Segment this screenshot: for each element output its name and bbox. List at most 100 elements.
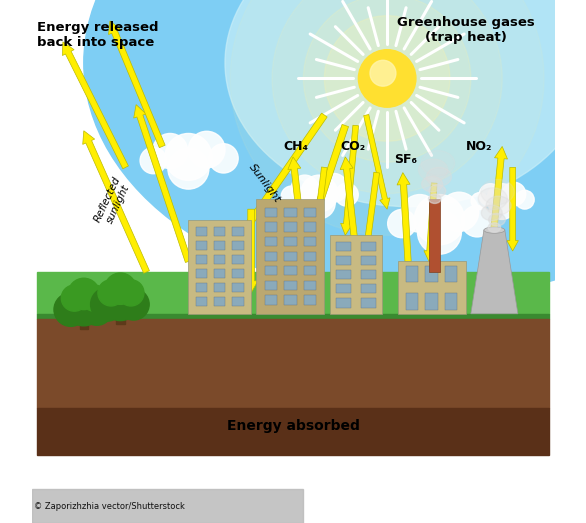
FancyArrow shape — [364, 115, 390, 209]
Circle shape — [68, 278, 100, 310]
Bar — [257, 199, 325, 314]
Circle shape — [471, 192, 488, 210]
Text: Sunlight: Sunlight — [247, 162, 282, 204]
Bar — [361, 285, 376, 293]
Bar — [80, 306, 88, 329]
Circle shape — [440, 192, 479, 231]
Bar — [32, 489, 304, 523]
Bar — [445, 266, 458, 282]
Bar — [284, 208, 297, 217]
Bar — [264, 281, 277, 290]
Circle shape — [118, 280, 144, 306]
Polygon shape — [37, 314, 549, 319]
Circle shape — [461, 206, 493, 237]
Circle shape — [417, 210, 461, 254]
Ellipse shape — [481, 205, 502, 221]
FancyArrow shape — [362, 172, 380, 251]
Circle shape — [388, 210, 416, 237]
Text: Greenhouse gases
(trap heat): Greenhouse gases (trap heat) — [397, 16, 534, 44]
Bar — [304, 266, 316, 276]
Text: SF₆: SF₆ — [394, 153, 417, 166]
Text: NO₂: NO₂ — [465, 140, 492, 153]
Circle shape — [54, 293, 87, 326]
Circle shape — [152, 133, 188, 168]
Bar — [264, 208, 277, 217]
Bar — [196, 227, 207, 236]
Circle shape — [81, 294, 113, 325]
Polygon shape — [37, 272, 549, 314]
Ellipse shape — [484, 227, 505, 233]
Bar — [264, 295, 277, 304]
Ellipse shape — [272, 0, 502, 194]
Circle shape — [81, 285, 107, 311]
Bar — [284, 281, 297, 290]
Ellipse shape — [481, 179, 515, 204]
Circle shape — [165, 133, 212, 180]
Bar — [284, 295, 297, 304]
Polygon shape — [37, 408, 549, 455]
Bar — [264, 237, 277, 246]
Bar — [445, 293, 458, 310]
Bar — [329, 235, 382, 314]
Ellipse shape — [230, 0, 544, 235]
Bar — [361, 242, 376, 251]
Bar — [429, 199, 441, 272]
FancyArrow shape — [340, 157, 359, 252]
Bar — [196, 255, 207, 264]
Bar — [361, 299, 376, 308]
Bar — [304, 295, 316, 304]
FancyArrow shape — [507, 167, 519, 251]
Bar — [264, 252, 277, 261]
FancyArrow shape — [288, 157, 306, 252]
Circle shape — [91, 288, 124, 321]
Circle shape — [140, 147, 166, 174]
FancyArrow shape — [489, 146, 507, 252]
Circle shape — [291, 175, 319, 203]
Ellipse shape — [427, 167, 451, 186]
Bar — [397, 262, 466, 314]
Circle shape — [98, 280, 124, 306]
FancyArrow shape — [424, 183, 437, 262]
Bar — [425, 293, 438, 310]
Circle shape — [414, 195, 465, 245]
Circle shape — [502, 183, 526, 206]
Ellipse shape — [478, 188, 507, 210]
Circle shape — [401, 195, 439, 232]
Bar — [336, 299, 351, 308]
Bar — [189, 220, 251, 314]
Bar — [361, 256, 376, 265]
Circle shape — [370, 60, 396, 86]
Bar — [284, 222, 297, 232]
Bar — [304, 281, 316, 290]
FancyArrow shape — [134, 105, 192, 263]
Bar — [232, 241, 244, 250]
Bar — [304, 237, 316, 246]
Text: Energy released
back into space: Energy released back into space — [37, 21, 158, 49]
Circle shape — [489, 193, 515, 220]
Text: © Zaporizhzhia vector/Shutterstock: © Zaporizhzhia vector/Shutterstock — [34, 502, 185, 511]
Ellipse shape — [325, 16, 450, 141]
FancyArrow shape — [63, 42, 128, 169]
Bar — [196, 269, 207, 278]
Bar — [284, 252, 297, 261]
FancyArrow shape — [286, 220, 300, 293]
Text: CO₂: CO₂ — [340, 140, 366, 153]
Bar — [232, 269, 244, 278]
Bar — [304, 222, 316, 232]
Circle shape — [359, 50, 416, 107]
Bar — [232, 283, 244, 292]
Circle shape — [281, 186, 302, 207]
Circle shape — [64, 286, 104, 326]
Circle shape — [303, 187, 335, 219]
Bar — [336, 270, 351, 279]
Ellipse shape — [428, 194, 441, 203]
Ellipse shape — [225, 0, 586, 207]
Bar — [214, 241, 226, 250]
FancyArrow shape — [301, 124, 349, 251]
Circle shape — [189, 131, 225, 168]
Bar — [214, 269, 226, 278]
Bar — [214, 227, 226, 236]
Bar — [214, 255, 226, 264]
Circle shape — [515, 190, 534, 209]
Text: Reflected
sunlight: Reflected sunlight — [93, 174, 133, 229]
